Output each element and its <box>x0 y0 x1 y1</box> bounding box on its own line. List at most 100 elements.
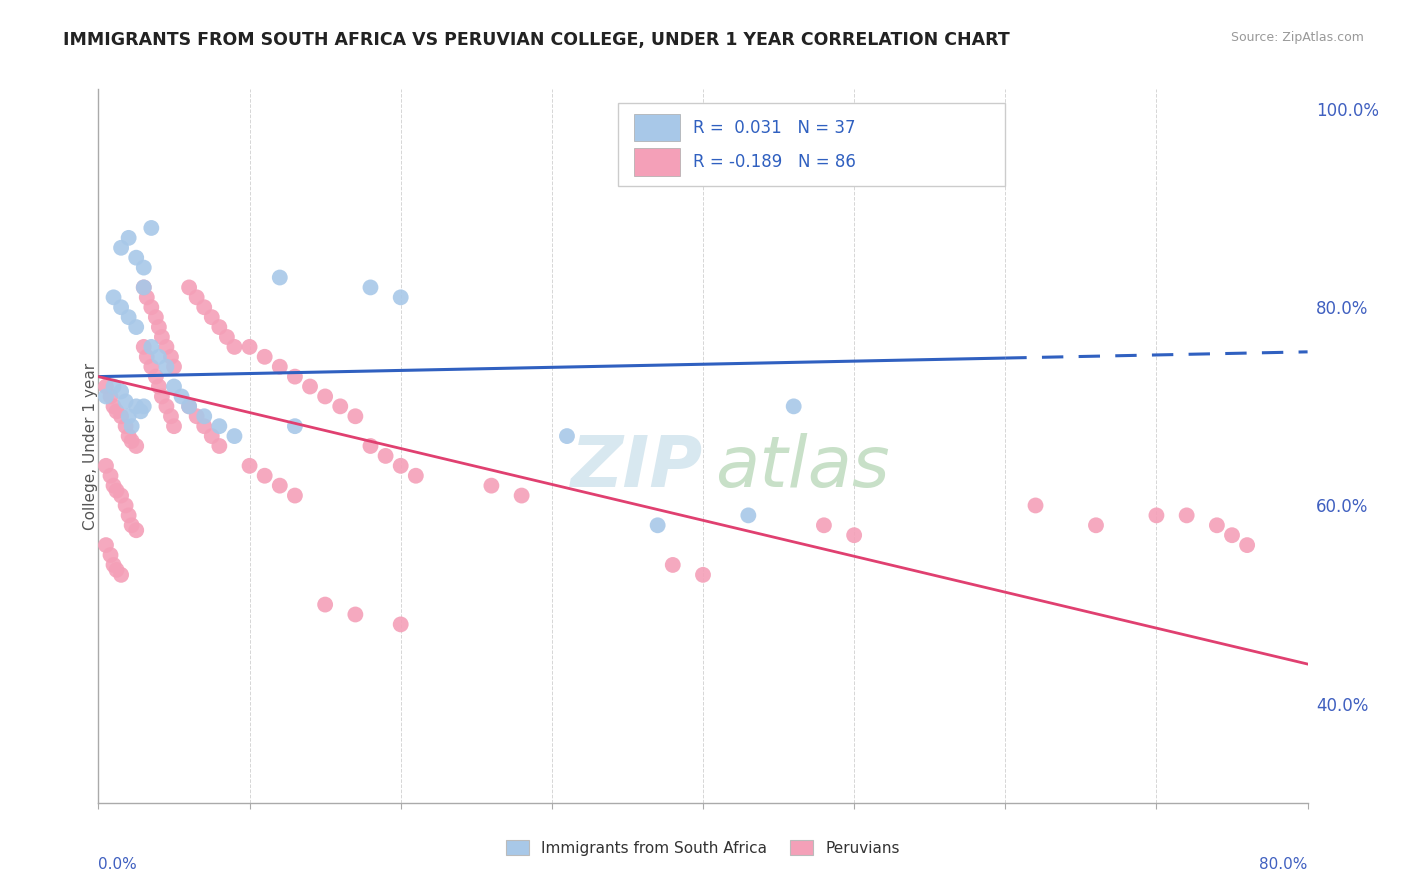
Point <box>103 290 125 304</box>
Point <box>253 468 276 483</box>
Point <box>163 379 186 393</box>
Point <box>314 598 336 612</box>
Point <box>1206 518 1229 533</box>
Point <box>179 400 201 414</box>
Point <box>389 290 412 304</box>
Point <box>215 330 238 344</box>
Point <box>148 350 170 364</box>
Point <box>132 400 155 414</box>
Point <box>1024 499 1046 513</box>
Point <box>110 241 132 255</box>
Point <box>389 617 412 632</box>
Point <box>163 359 186 374</box>
Point <box>239 340 262 354</box>
Point <box>105 404 128 418</box>
Point <box>224 340 246 354</box>
Point <box>239 458 262 473</box>
Point <box>94 389 117 403</box>
Point <box>155 340 177 354</box>
Point <box>269 359 291 374</box>
Point <box>737 508 759 523</box>
Point <box>1236 538 1258 552</box>
Point <box>105 563 128 577</box>
Point <box>135 290 157 304</box>
Point <box>208 439 231 453</box>
Point <box>844 528 866 542</box>
Point <box>889 132 911 146</box>
Point <box>118 231 141 245</box>
Point <box>145 310 167 325</box>
Point <box>118 508 141 523</box>
Point <box>201 429 224 443</box>
Point <box>121 518 143 533</box>
Point <box>114 499 136 513</box>
Y-axis label: College, Under 1 year: College, Under 1 year <box>83 362 97 530</box>
Point <box>125 251 148 265</box>
Point <box>150 330 173 344</box>
Point <box>132 280 155 294</box>
Point <box>329 400 352 414</box>
Point <box>100 548 122 562</box>
Point <box>360 280 382 294</box>
Point <box>121 419 143 434</box>
Text: R =  0.031   N = 37: R = 0.031 N = 37 <box>693 119 856 136</box>
Point <box>94 458 117 473</box>
Point <box>110 384 132 399</box>
Point <box>208 419 231 434</box>
Point <box>110 300 132 314</box>
Point <box>555 429 578 443</box>
Point <box>389 458 412 473</box>
Point <box>155 359 177 374</box>
Point <box>141 340 163 354</box>
Point <box>103 478 125 492</box>
Point <box>193 419 215 434</box>
Point <box>647 518 669 533</box>
Point <box>129 404 152 418</box>
Point <box>224 429 246 443</box>
FancyBboxPatch shape <box>634 148 681 176</box>
Point <box>179 280 201 294</box>
Point <box>141 300 163 314</box>
Point <box>110 409 132 424</box>
Point <box>314 389 336 403</box>
Point <box>148 320 170 334</box>
Point <box>105 483 128 498</box>
Point <box>1220 528 1243 542</box>
Point <box>1144 508 1167 523</box>
Point <box>100 389 122 403</box>
Point <box>481 478 503 492</box>
Point <box>1175 508 1198 523</box>
Point <box>150 389 173 403</box>
Point <box>284 419 307 434</box>
Point <box>132 260 155 275</box>
Point <box>118 429 141 443</box>
Point <box>145 369 167 384</box>
Point <box>103 400 125 414</box>
Point <box>170 389 193 403</box>
Point <box>160 350 183 364</box>
Point <box>208 320 231 334</box>
FancyBboxPatch shape <box>619 103 1005 186</box>
Point <box>121 434 143 448</box>
Point <box>186 290 208 304</box>
Point <box>132 280 155 294</box>
Point <box>114 419 136 434</box>
Point <box>360 439 382 453</box>
Point <box>253 350 276 364</box>
Point <box>201 310 224 325</box>
Point <box>179 400 201 414</box>
Point <box>103 379 125 393</box>
Point <box>103 558 125 572</box>
Point <box>783 400 806 414</box>
Point <box>155 400 177 414</box>
Point <box>299 379 322 393</box>
Point <box>163 419 186 434</box>
Point <box>193 409 215 424</box>
Point <box>344 409 367 424</box>
Legend: Immigrants from South Africa, Peruvians: Immigrants from South Africa, Peruvians <box>506 840 900 855</box>
Point <box>374 449 396 463</box>
Point <box>160 409 183 424</box>
Point <box>125 400 148 414</box>
Point <box>1085 518 1108 533</box>
Text: R = -0.189   N = 86: R = -0.189 N = 86 <box>693 153 856 171</box>
